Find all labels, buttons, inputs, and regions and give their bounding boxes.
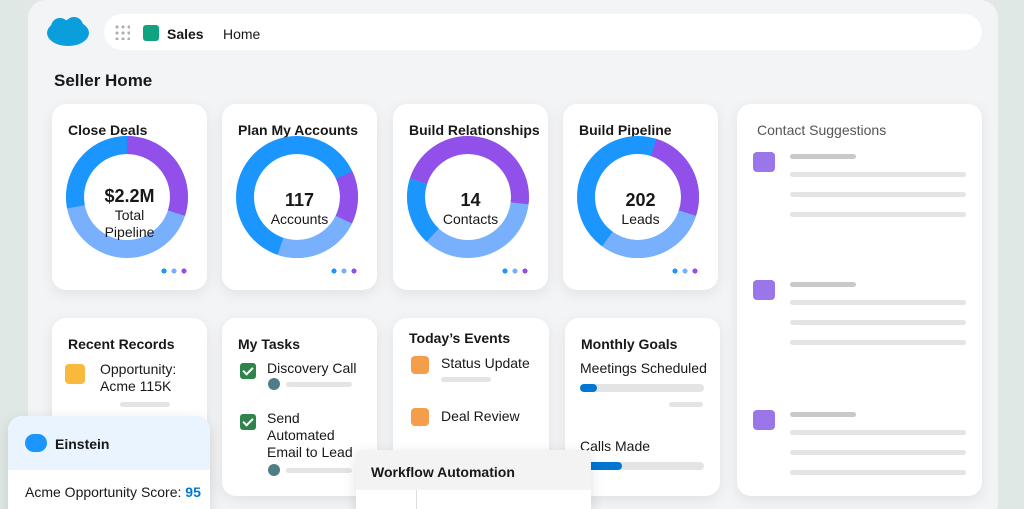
pager-dots[interactable] <box>502 268 528 274</box>
goal-label: Calls Made <box>580 438 651 454</box>
page-title: Seller Home <box>54 71 153 90</box>
event-icon <box>411 408 429 426</box>
kpi-card[interactable]: Plan My Accounts 117 Accounts <box>222 104 377 290</box>
card-title: Build Relationships <box>409 122 540 138</box>
score-value: 95 <box>185 484 201 500</box>
panel-title: Workflow Automation <box>371 464 515 480</box>
app-launcher[interactable] <box>114 24 130 40</box>
donut <box>236 136 358 258</box>
card-title: Monthly Goals <box>581 336 678 352</box>
card-title: Today’s Events <box>409 330 511 346</box>
contact-icon[interactable] <box>753 280 775 300</box>
kpi-value: $2.2M <box>104 186 155 206</box>
event-icon <box>411 356 429 374</box>
pager-dots[interactable] <box>672 268 698 274</box>
task[interactable]: Discovery Call <box>267 360 357 376</box>
einstein-icon <box>25 434 47 452</box>
app-name[interactable]: Sales <box>167 26 204 42</box>
task-checkbox[interactable] <box>240 414 256 430</box>
card-title: My Tasks <box>238 336 300 352</box>
event[interactable]: Status Update <box>441 355 530 371</box>
goal-label: Meetings Scheduled <box>580 360 707 376</box>
nav-tab[interactable]: Home <box>223 26 261 42</box>
logo <box>47 17 89 46</box>
top-bar <box>104 14 982 50</box>
task[interactable]: Send Automated Email to Lead <box>267 410 353 460</box>
kpi-label: Contacts <box>442 211 499 227</box>
card-title: Build Pipeline <box>579 122 672 138</box>
donut <box>407 136 529 258</box>
pager-dots[interactable] <box>161 268 187 274</box>
kpi-value: 14 <box>460 190 481 210</box>
kpi-card[interactable]: Build Pipeline 202 Leads <box>563 104 718 290</box>
panel-title: Einstein <box>55 436 110 452</box>
score-line: Acme Opportunity Score: 95 <box>25 484 201 501</box>
record-link[interactable]: Opportunity: Acme 115K <box>100 361 177 394</box>
kpi-value: 202 <box>625 190 656 210</box>
einstein-panel: Einstein Acme Opportunity Score: 95 <box>8 416 210 509</box>
event[interactable]: Deal Review <box>441 408 520 424</box>
card-title: Recent Records <box>68 336 175 352</box>
kpi-card[interactable]: Build Relationships 14 Contacts <box>393 104 548 290</box>
task-checkbox[interactable] <box>240 363 256 379</box>
donut <box>577 136 699 258</box>
contact-suggestions: Contact Suggestions <box>737 104 982 496</box>
kpi-label: Leads <box>621 211 660 227</box>
card-title: Contact Suggestions <box>757 122 887 138</box>
pager-dots[interactable] <box>331 268 357 274</box>
record-icon <box>65 364 85 384</box>
card-title: Plan My Accounts <box>238 122 359 138</box>
app-icon <box>143 25 159 41</box>
score-label: Acme Opportunity Score: <box>25 484 182 500</box>
workflow-panel: Workflow Automation <box>356 450 591 509</box>
kpi-card[interactable]: Close Deals $2.2M Total Pipeline <box>52 104 207 290</box>
kpi-label: Total Pipeline <box>104 207 155 240</box>
kpi-label: Accounts <box>270 211 329 227</box>
kpi-value: 117 <box>284 190 315 210</box>
card-title: Close Deals <box>68 122 148 138</box>
contact-icon[interactable] <box>753 410 775 430</box>
donut <box>66 136 188 258</box>
contact-icon[interactable] <box>753 152 775 172</box>
my-tasks: My Tasks Discovery Call Send Automated E… <box>222 318 377 496</box>
progress-fill <box>580 384 597 392</box>
progress-fill <box>580 462 622 470</box>
